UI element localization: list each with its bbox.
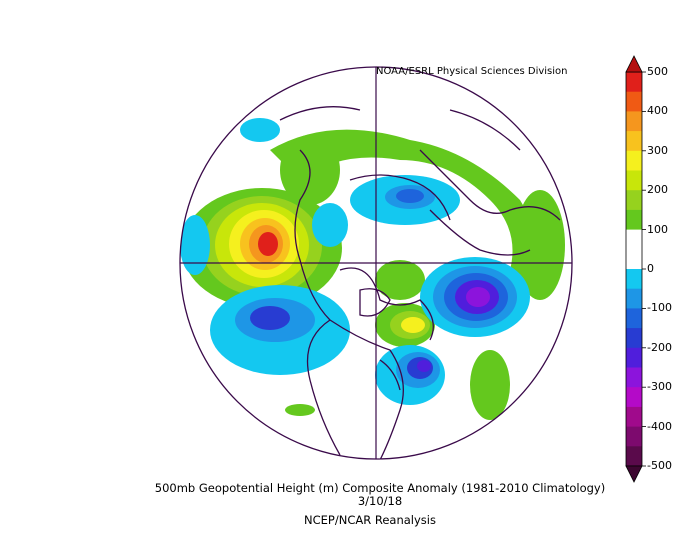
- coastlines: [279, 106, 561, 459]
- colorbar-tick-label: -200: [647, 340, 672, 354]
- colorbar-segment: [626, 446, 642, 467]
- trough-eastern-north-america: [375, 345, 445, 405]
- credit-text: NOAA/ESRL Physical Sciences Division: [376, 66, 568, 77]
- colorbar-segment: [626, 72, 642, 93]
- colorbar-segment: [626, 111, 642, 132]
- anomaly-field: [180, 118, 565, 420]
- colorbar-segment: [626, 249, 642, 270]
- colorbar-segment: [626, 367, 642, 388]
- colorbar-segment: [626, 308, 642, 329]
- map-title: 500mb Geopotential Height (m) Composite …: [154, 481, 606, 495]
- trough-north-america: [210, 285, 350, 375]
- colorbar-segment: [626, 328, 642, 349]
- colorbar-max-arrow: [625, 55, 643, 73]
- map-date: 3/10/18: [357, 494, 403, 508]
- ridge-arctic-arc: [270, 129, 536, 280]
- trough-western-siberia: [420, 257, 530, 337]
- colorbar-tick-label: -100: [647, 301, 672, 315]
- map-boundary: [179, 66, 573, 460]
- colorbar-tick-label: 400: [647, 104, 668, 118]
- colorbar-segment: [626, 387, 642, 408]
- data-source: NCEP/NCAR Reanalysis: [304, 513, 436, 527]
- graticule: [180, 67, 572, 459]
- colorbar: [625, 55, 646, 483]
- colorbar-segment: [626, 347, 642, 368]
- colorbar-segment: [626, 209, 642, 231]
- colorbar-min-arrow: [625, 465, 643, 483]
- colorbar-segment: [626, 426, 642, 447]
- colorbar-segment: [626, 190, 642, 211]
- colorbar-segment: [626, 131, 642, 152]
- colorbar-segment: [626, 406, 642, 428]
- colorbar-tick-label: 300: [647, 143, 668, 157]
- colorbar-segment: [626, 170, 642, 191]
- colorbar-segment: [626, 91, 642, 112]
- colorbar-segment: [626, 229, 642, 250]
- colorbar-tick-label: 100: [647, 222, 668, 236]
- colorbar-segment: [626, 288, 642, 309]
- colorbar-tick-label: -300: [647, 380, 672, 394]
- colorbar-tick-label: -400: [647, 419, 672, 433]
- colorbar-tick-label: 500: [647, 65, 668, 78]
- colorbar-tick-label: 0: [647, 262, 654, 275]
- ridge-gulf-of-alaska: [182, 188, 342, 308]
- colorbar-tick-label: -500: [647, 459, 672, 472]
- colorbar-segment: [626, 269, 642, 290]
- colorbar-tick-label: 200: [647, 183, 668, 197]
- colorbar-segment: [626, 150, 642, 171]
